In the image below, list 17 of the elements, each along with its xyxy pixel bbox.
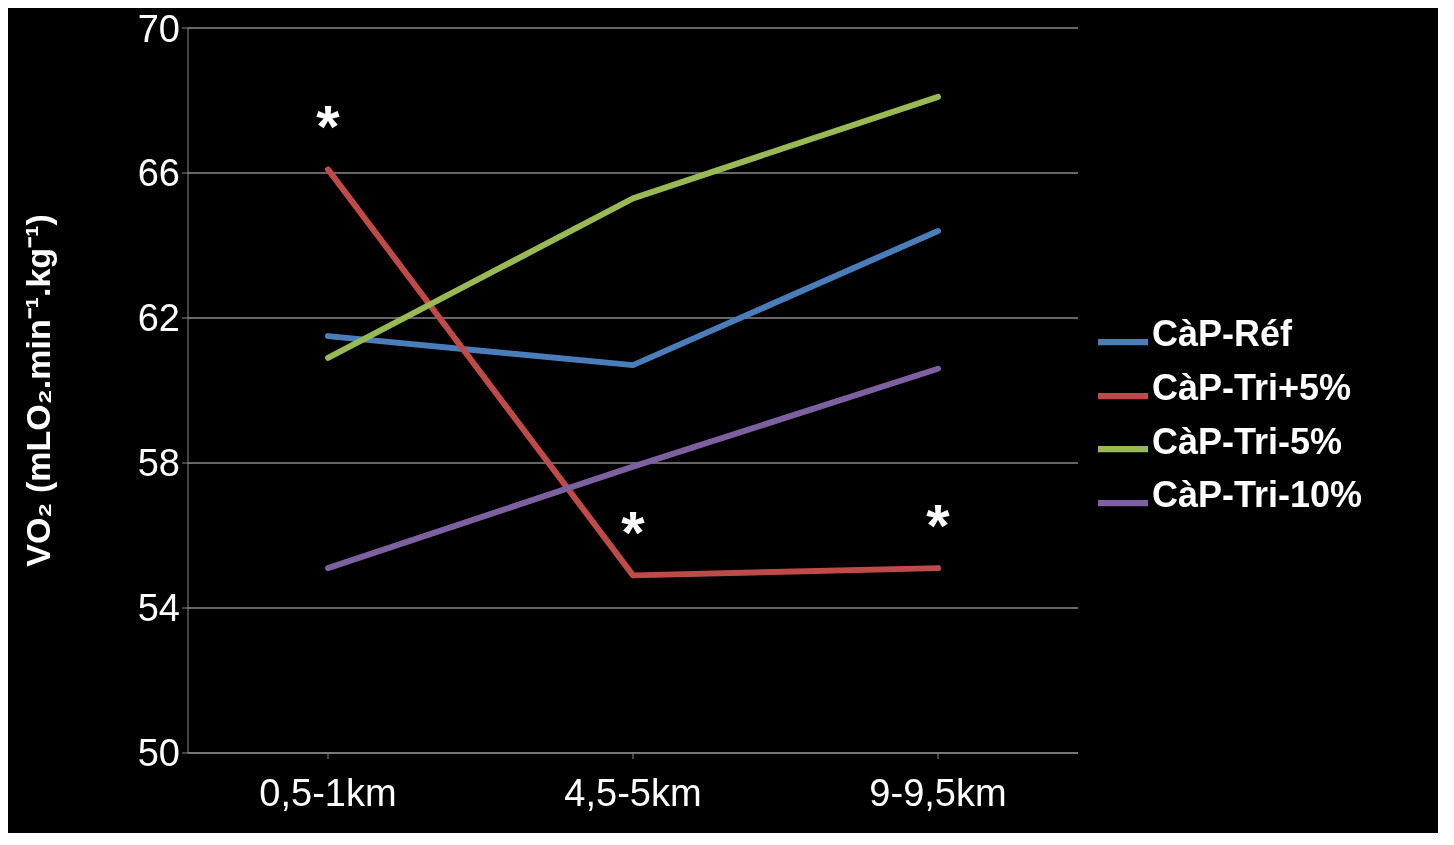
annotation: *: [621, 499, 646, 567]
legend-label: CàP-Réf: [1152, 312, 1293, 354]
x-tick-label: 9-9,5km: [869, 771, 1007, 814]
y-tick-label: 50: [137, 732, 180, 775]
legend-label: CàP-Tri-5%: [1152, 420, 1343, 462]
y-tick-label: 58: [137, 442, 180, 485]
y-tick-label: 62: [137, 297, 180, 340]
annotation: *: [316, 93, 341, 161]
y-tick-label: 54: [137, 587, 180, 630]
y-tick-label: 66: [137, 152, 180, 195]
y-tick-label: 70: [137, 7, 180, 50]
annotation: *: [926, 492, 951, 560]
x-tick-label: 4,5-5km: [564, 771, 702, 814]
y-axis-title: VO₂ (mLO₂.min⁻¹.kg⁻¹): [19, 214, 58, 567]
legend-label: CàP-Tri-10%: [1152, 474, 1363, 516]
legend-label: CàP-Tri+5%: [1152, 366, 1352, 408]
x-tick-label: 0,5-1km: [259, 771, 397, 814]
